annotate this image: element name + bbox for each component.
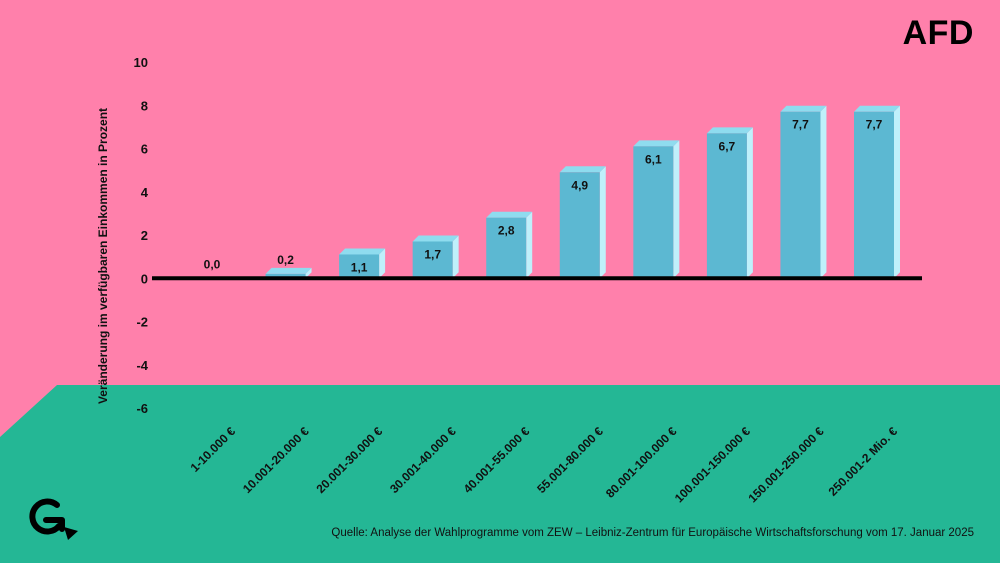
bar (412, 235, 459, 279)
bar-top (633, 140, 680, 147)
y-tick-label: 4 (141, 185, 149, 200)
bar-front (265, 273, 306, 279)
bar (706, 127, 753, 279)
y-axis-ticks: 10 8 6 4 2 0 -2 -4 -6 (134, 55, 149, 416)
bar-value-label: 0,0 (204, 257, 221, 271)
y-tick-label: 0 (141, 271, 148, 286)
y-tick-label: -2 (136, 315, 148, 330)
party-label: AFD (902, 14, 974, 52)
bar (486, 211, 533, 279)
bar-top (706, 127, 753, 134)
y-tick-label: 10 (134, 55, 148, 70)
bar-front (559, 172, 600, 279)
bar-value-label: 4,9 (571, 178, 588, 192)
bar-front (706, 133, 747, 279)
bar-side (599, 166, 606, 279)
source-note: Quelle: Analyse der Wahlprogramme vom ZE… (331, 527, 974, 539)
y-tick-label: 2 (141, 228, 148, 243)
y-tick-label: 6 (141, 142, 148, 157)
bar-side (820, 105, 827, 279)
bar-side (379, 248, 386, 279)
bar (265, 267, 312, 279)
bar (633, 140, 680, 279)
bar-value-label: 7,7 (866, 118, 883, 132)
bar-side (526, 211, 533, 279)
bar-front (780, 111, 821, 279)
bar-side (452, 235, 459, 279)
y-tick-label: 8 (141, 98, 148, 113)
bar-side (894, 105, 900, 279)
bar-front (412, 241, 453, 279)
bar-value-label: 6,1 (645, 152, 662, 166)
bar-top (486, 211, 533, 218)
value-labels: 0,0 0,2 1,1 1,7 2,8 4,9 6,1 6,7 7,7 7,7 (204, 118, 883, 275)
bar-value-label: 1,1 (351, 260, 368, 274)
bar-value-label: 6,7 (719, 139, 736, 153)
background-bottom (0, 385, 1000, 563)
y-axis-label: Veränderung im verfügbaren Einkommen in … (96, 107, 110, 405)
bar (780, 105, 827, 279)
bar-top (854, 105, 900, 112)
bar-front (633, 146, 674, 279)
bar-top (339, 248, 386, 255)
bar-front (854, 111, 894, 279)
bar-value-label: 7,7 (792, 118, 809, 132)
y-tick-label: -4 (136, 358, 148, 373)
bar-value-label: 1,7 (424, 247, 441, 261)
bar-top (265, 267, 312, 274)
bar-top (559, 166, 606, 173)
bar-top (412, 235, 459, 242)
bars (265, 105, 900, 279)
bar (339, 248, 386, 279)
bar-top (780, 105, 827, 112)
bar-front (486, 217, 527, 279)
bar-value-label: 2,8 (498, 224, 515, 238)
bar (559, 166, 606, 279)
bar (854, 105, 900, 279)
bar-side (305, 267, 312, 279)
g-arrow-logo-icon (29, 498, 78, 540)
bar-front (339, 254, 380, 279)
bar-side (746, 127, 753, 279)
bar-value-label: 0,2 (277, 253, 294, 267)
y-tick-label: -6 (136, 401, 148, 416)
bar-side (673, 140, 680, 279)
